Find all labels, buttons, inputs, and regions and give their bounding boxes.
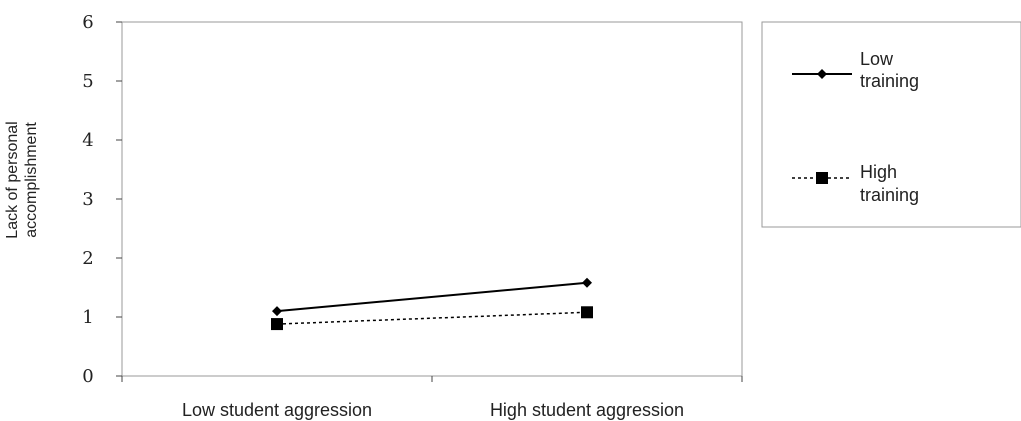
y-tick-label-5: 5 bbox=[82, 71, 93, 92]
legend-marker-diamond bbox=[817, 69, 827, 79]
series-0-point-0 bbox=[272, 306, 282, 317]
y-tick-label-0: 0 bbox=[82, 366, 93, 387]
x-axis: Low student aggression High student aggre… bbox=[121, 376, 743, 420]
y-axis: 0 1 2 3 4 5 6 bbox=[82, 12, 122, 387]
legend-entry-low-training: Low training bbox=[792, 49, 919, 91]
legend: Low training High training bbox=[761, 21, 1021, 228]
series-1-point-0 bbox=[271, 318, 283, 331]
legend-label-low-training-line-2: training bbox=[860, 71, 919, 91]
series-line-1 bbox=[276, 311, 588, 325]
y-tick-label-4: 4 bbox=[82, 130, 93, 151]
x-category-label-0: Low student aggression bbox=[182, 400, 372, 420]
legend-box bbox=[761, 21, 1021, 228]
y-tick-label-1: 1 bbox=[82, 307, 93, 328]
legend-marker-square bbox=[816, 172, 828, 184]
series-line-0 bbox=[276, 281, 588, 313]
y-tick-label-3: 3 bbox=[82, 189, 93, 210]
series-0-point-1 bbox=[582, 277, 592, 288]
legend-entry-high-training: High training bbox=[792, 162, 919, 205]
series-layer bbox=[271, 277, 593, 331]
plot-frame bbox=[121, 21, 743, 377]
series-1-point-1 bbox=[581, 306, 593, 319]
y-axis-title-line-1: Lack of personal bbox=[4, 121, 21, 238]
y-tick-label-2: 2 bbox=[82, 248, 93, 269]
legend-label-low-training-line-1: Low bbox=[860, 49, 894, 69]
legend-label-high-training-line-1: High bbox=[860, 162, 897, 182]
y-tick-label-6: 6 bbox=[82, 12, 93, 33]
legend-label-high-training-line-2: training bbox=[860, 185, 919, 205]
x-category-label-1: High student aggression bbox=[490, 400, 684, 420]
y-axis-title: Lack of personal accomplishment bbox=[4, 121, 40, 238]
y-axis-title-line-2: accomplishment bbox=[23, 122, 40, 238]
